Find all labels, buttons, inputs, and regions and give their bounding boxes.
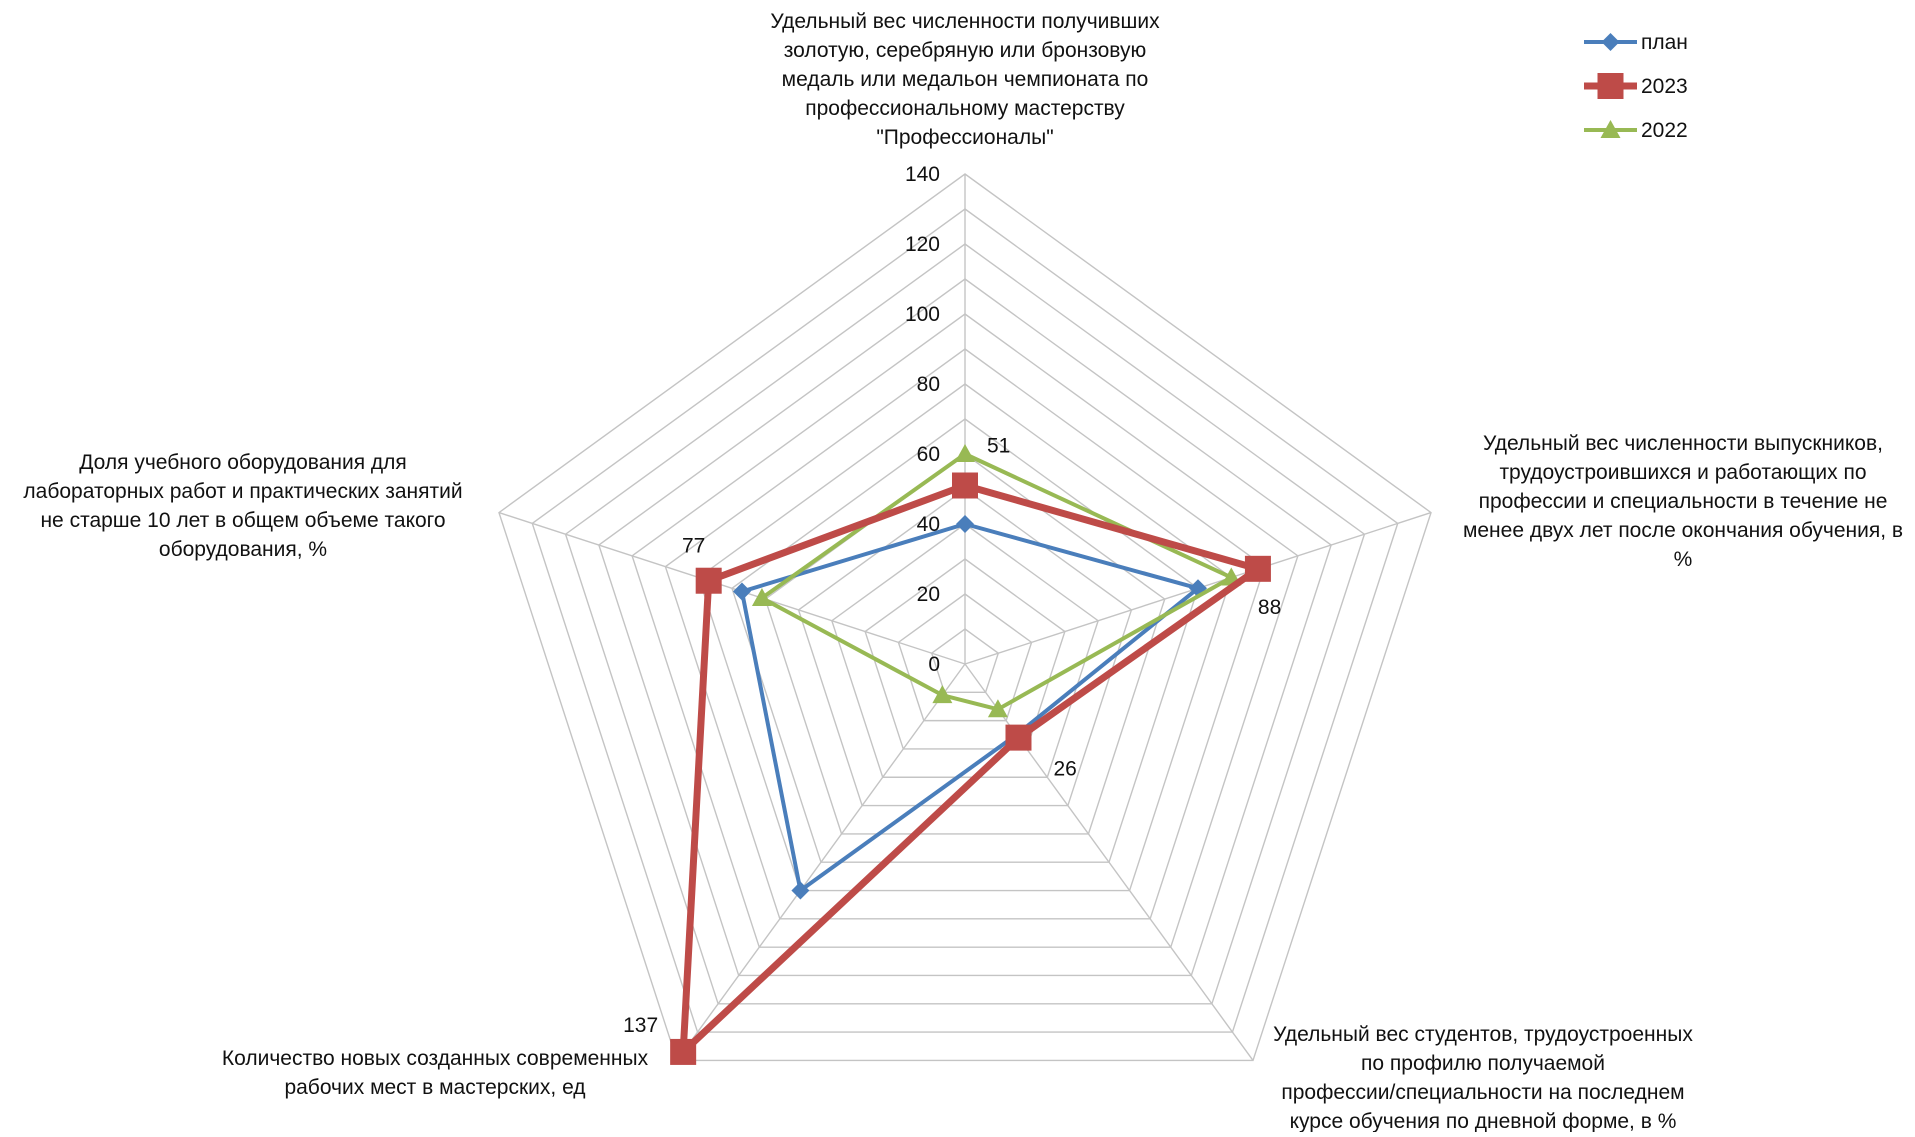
axis-label-new_workplaces: Количество новых созданных современных ра… bbox=[222, 1047, 649, 1099]
axis-label-line: Удельный вес студентов, трудоустроенных bbox=[1273, 1023, 1693, 1046]
legend-label: план bbox=[1641, 31, 1688, 54]
data-label: 137 bbox=[623, 1014, 658, 1037]
grid-ring bbox=[897, 593, 1033, 722]
series-план bbox=[732, 515, 1208, 900]
data-label: 77 bbox=[682, 535, 705, 558]
axis-label-line: профессиональному мастерству bbox=[805, 97, 1125, 120]
series-2022-point bbox=[955, 444, 975, 462]
legend-marker-point bbox=[1597, 73, 1624, 99]
grid-ring bbox=[631, 313, 1299, 948]
radial-tick-label: 120 bbox=[905, 233, 940, 256]
legend-item-план: план bbox=[1584, 31, 1688, 54]
radial-tick-label: 20 bbox=[917, 583, 940, 606]
axis-label-equipment_share: Доля учебного оборудования для лабораторн… bbox=[23, 451, 462, 561]
axis-label-line: Удельный вес численности выпускников, bbox=[1483, 432, 1883, 455]
radial-tick-label: 140 bbox=[905, 163, 940, 186]
axis-label-line: золотую, серебряную или бронзовую bbox=[784, 39, 1146, 62]
grid bbox=[498, 173, 1432, 1062]
series-2023-line bbox=[679, 482, 1262, 1056]
legend-label: 2022 bbox=[1641, 119, 1688, 142]
data-label: 88 bbox=[1258, 596, 1281, 619]
radial-tick-label: 100 bbox=[905, 303, 940, 326]
axis-label-line: оборудования, % bbox=[159, 538, 327, 561]
series-план-point bbox=[956, 515, 974, 533]
axis-label-line: по профилю получаемой bbox=[1361, 1052, 1605, 1075]
series bbox=[670, 444, 1271, 1065]
axis-label-line: % bbox=[1674, 548, 1693, 571]
grid-ring bbox=[831, 523, 1099, 778]
axis-label-line: "Профессионалы" bbox=[876, 126, 1053, 149]
series-план-point bbox=[732, 582, 751, 601]
axis-labels: Удельный вес численности получивших золот… bbox=[23, 10, 1903, 1133]
axis-label-line: Удельный вес численности получивших bbox=[770, 10, 1160, 33]
grid-ring bbox=[531, 208, 1399, 1033]
legend-label: 2023 bbox=[1641, 75, 1688, 98]
axis-label-graduates_employed: Удельный вес численности выпускников, тру… bbox=[1463, 432, 1903, 571]
axis-label-line: медаль или медальон чемпионата по bbox=[782, 68, 1149, 91]
axis-spoke bbox=[676, 663, 966, 1061]
radial-tick-label: 60 bbox=[917, 443, 940, 466]
series-2023-point bbox=[1005, 724, 1032, 751]
axis-label-line: профессии/специальности на последнем bbox=[1281, 1081, 1684, 1104]
grid-ring bbox=[598, 278, 1332, 977]
axis-label-line: менее двух лет после окончания обучения,… bbox=[1463, 519, 1903, 542]
series-2022-point bbox=[987, 699, 1008, 718]
grid-ring bbox=[664, 348, 1266, 920]
radial-tick-labels: 0 20 40 60 80 100 120 140 bbox=[905, 163, 940, 676]
axis-label-line: рабочих мест в мастерских, ед bbox=[284, 1076, 585, 1099]
legend-item-2023: 2023 bbox=[1584, 73, 1688, 99]
series-2022-point bbox=[932, 685, 953, 704]
data-label: 26 bbox=[1053, 758, 1076, 781]
series-2023-point bbox=[695, 567, 722, 594]
axis-label-line: лабораторных работ и практических заняти… bbox=[23, 480, 462, 503]
axis-label-line: Количество новых созданных современных bbox=[222, 1047, 649, 1070]
legend-marker-point bbox=[1600, 120, 1621, 138]
axis-label-line: профессии и специальности в течение не bbox=[1479, 490, 1888, 513]
axis-label-line: курсе обучения по дневной форме, в % bbox=[1290, 1110, 1677, 1132]
axis-spoke bbox=[498, 511, 966, 665]
axis-label-line: трудоустроившихся и работающих по bbox=[1499, 461, 1866, 484]
series-2022 bbox=[751, 444, 1242, 718]
series-2022-point bbox=[751, 588, 772, 607]
axis-label-students_employed: Удельный вес студентов, трудоустроенных п… bbox=[1273, 1023, 1693, 1132]
data-labels: 51 88 26 137 77 bbox=[623, 435, 1281, 1037]
axis-label-line: не старше 10 лет в общем объеме такого bbox=[40, 509, 445, 532]
radial-tick-label: 0 bbox=[928, 653, 940, 676]
legend-marker-point bbox=[1601, 33, 1620, 51]
data-label: 51 bbox=[987, 435, 1010, 458]
grid-ring bbox=[864, 558, 1066, 750]
axis-label-line: Доля учебного оборудования для bbox=[79, 451, 407, 474]
series-2023 bbox=[670, 472, 1271, 1065]
grid-ring bbox=[797, 488, 1133, 807]
radial-tick-label: 40 bbox=[917, 513, 940, 536]
legend: план 2023 2022 bbox=[1584, 31, 1688, 142]
series-2023-point bbox=[1244, 555, 1271, 582]
series-план-point bbox=[791, 881, 810, 900]
series-план-line bbox=[739, 522, 1201, 893]
grid-ring bbox=[498, 173, 1432, 1062]
grid-ring bbox=[564, 243, 1366, 1005]
axis-label-medals: Удельный вес численности получивших золот… bbox=[770, 10, 1160, 149]
series-2023-point bbox=[952, 472, 978, 499]
series-2022-line bbox=[759, 452, 1234, 712]
legend-item-2022: 2022 bbox=[1584, 119, 1688, 142]
grid-ring bbox=[930, 628, 1000, 694]
series-2023-point bbox=[670, 1038, 697, 1065]
radial-tick-label: 80 bbox=[917, 373, 940, 396]
